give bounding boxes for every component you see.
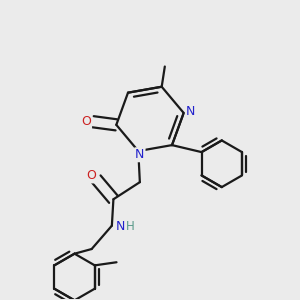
Text: N: N: [116, 220, 125, 233]
Text: N: N: [186, 105, 195, 118]
Text: N: N: [135, 148, 145, 161]
Text: H: H: [126, 220, 135, 233]
Text: O: O: [81, 115, 91, 128]
Text: O: O: [87, 169, 97, 182]
